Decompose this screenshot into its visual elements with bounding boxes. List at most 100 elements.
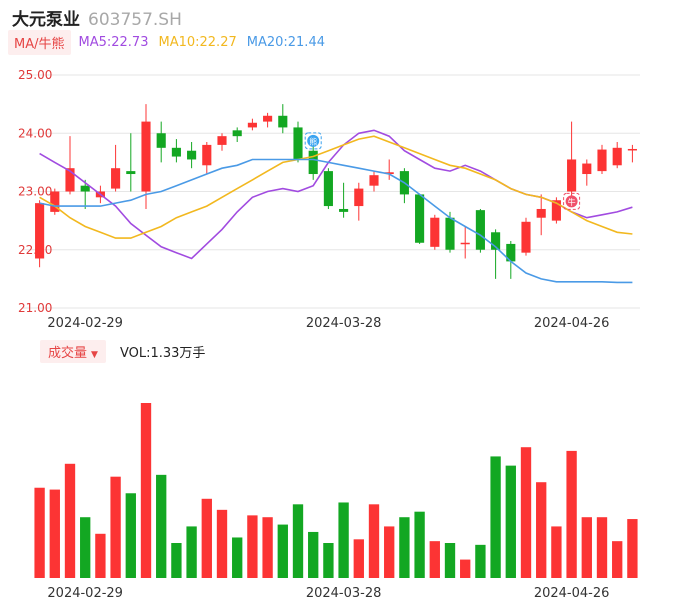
candlestick-series: [35, 104, 637, 279]
volume-bar: [536, 482, 547, 578]
candle-body: [430, 217, 440, 247]
candle-body: [141, 121, 151, 192]
candle-body: [323, 171, 333, 207]
candle-body: [369, 175, 379, 186]
ma-indicator-selector[interactable]: MA/牛熊: [8, 29, 71, 55]
date-tick-label: 2024-02-29: [47, 586, 123, 601]
candle-body: [567, 159, 577, 192]
price-date-axis: 2024-02-29 2024-03-28 2024-04-26: [47, 316, 609, 331]
candle-body: [551, 200, 561, 221]
candle-body: [627, 148, 637, 151]
volume-bar: [596, 517, 608, 578]
volume-bar: [232, 537, 243, 578]
candle-body: [339, 208, 349, 212]
date-tick-label: 2024-03-28: [306, 586, 382, 601]
candle-body: [232, 130, 242, 137]
volume-value: VOL:1.33万手: [119, 345, 206, 361]
marker-label: 牛: [568, 197, 576, 207]
volume-bar: [201, 498, 212, 578]
candle-body: [278, 115, 288, 128]
volume-bar: [262, 517, 273, 578]
stock-name: 大元泵业: [12, 10, 80, 30]
volume-bar: [95, 533, 106, 578]
price-tick-label: 25.00: [18, 68, 52, 82]
date-tick-label: 2024-03-28: [306, 316, 382, 331]
candle-body: [384, 172, 394, 175]
volume-bar: [216, 509, 228, 578]
price-tick-label: 21.00: [18, 301, 52, 315]
marker-label: 熊: [309, 136, 317, 146]
volume-bar: [49, 489, 60, 578]
candle-body: [156, 133, 166, 148]
candle-body: [187, 150, 197, 160]
volume-bar: [581, 517, 592, 578]
volume-bar: [414, 511, 425, 578]
candle-body: [80, 185, 90, 192]
volume-bar: [399, 517, 410, 578]
volume-bar: [247, 515, 258, 578]
date-tick-label: 2024-04-26: [534, 316, 610, 331]
candle-body: [506, 243, 516, 262]
volume-bar: [490, 456, 501, 578]
candle-body: [50, 191, 60, 212]
ma20-label: MA20:21.44: [246, 34, 325, 50]
candle-body: [308, 150, 318, 175]
candle-body: [536, 208, 546, 218]
volume-bar: [475, 544, 486, 578]
candle-body: [171, 147, 181, 157]
volume-bar: [156, 474, 167, 578]
volume-indicator-selector[interactable]: 成交量 ▼: [40, 339, 106, 363]
candle-body: [445, 217, 455, 250]
ma10-label: MA10:22.27: [158, 34, 237, 50]
volume-bar: [520, 447, 532, 578]
candle-body: [354, 188, 364, 207]
volume-bar: [80, 517, 91, 578]
ma-legend: MA/牛熊 MA5:22.73 MA10:22.27 MA20:21.44: [8, 29, 335, 55]
candle-body: [597, 149, 607, 172]
candle-body: [35, 203, 45, 259]
volume-bar: [429, 541, 440, 578]
candle-body: [612, 147, 622, 166]
price-grid: [22, 74, 640, 309]
candle-body: [111, 168, 121, 189]
volume-bar: [627, 519, 638, 578]
volume-bar: [551, 526, 562, 578]
ma20-line: [39, 158, 633, 284]
marker-dot: [307, 134, 320, 147]
candle-body: [475, 210, 485, 250]
price-tick-label: 23.00: [18, 185, 52, 199]
volume-bar: [125, 493, 136, 578]
candle-body: [582, 163, 592, 175]
volume-bar: [308, 531, 319, 578]
volume-bar: [338, 502, 349, 578]
date-tick-label: 2024-04-26: [534, 586, 610, 601]
volume-bar: [171, 543, 182, 578]
volume-bar: [460, 559, 471, 578]
volume-bar: [505, 465, 516, 578]
marker-frame: [563, 192, 581, 210]
candle-body: [65, 168, 75, 192]
volume-date-axis: 2024-02-29 2024-03-28 2024-04-26: [47, 586, 609, 601]
volume-bar: [140, 403, 152, 578]
candle-body: [126, 171, 136, 175]
volume-tag-label: 成交量: [48, 345, 88, 361]
volume-bar: [34, 487, 45, 578]
candle-body: [263, 115, 273, 122]
volume-bar: [64, 463, 76, 578]
ma10-line: [39, 135, 633, 239]
volume-bar: [612, 541, 623, 578]
volume-bar: [277, 524, 288, 578]
candle-body: [217, 136, 227, 145]
candle-body: [521, 221, 531, 253]
stock-code: 603757.SH: [88, 10, 182, 30]
volume-bar: [186, 526, 197, 578]
marker-frame: [304, 132, 322, 150]
date-tick-label: 2024-02-29: [47, 316, 123, 331]
marker-dot: [565, 195, 578, 208]
volume-legend: 成交量 ▼ VOL:1.33万手: [40, 339, 206, 363]
volume-bar: [292, 504, 304, 578]
candle-body: [460, 242, 470, 245]
bull-bear-markers: 熊牛: [304, 132, 581, 210]
